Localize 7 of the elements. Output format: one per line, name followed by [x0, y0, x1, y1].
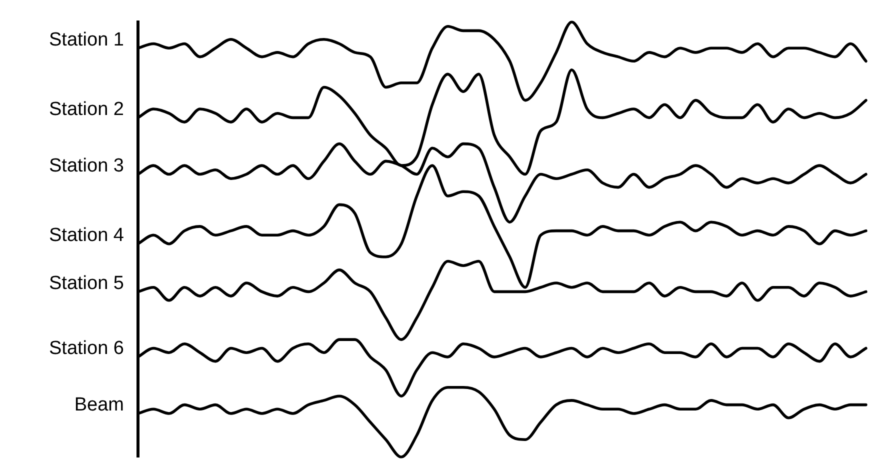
- series-label: Station 4: [49, 225, 124, 246]
- series-label: Station 1: [49, 29, 124, 50]
- series-label: Station 2: [49, 98, 124, 120]
- series-label: Station 5: [49, 272, 124, 294]
- series-label: Beam: [74, 394, 124, 416]
- series-label: Station 3: [49, 155, 124, 176]
- series-label: Station 6: [49, 338, 124, 360]
